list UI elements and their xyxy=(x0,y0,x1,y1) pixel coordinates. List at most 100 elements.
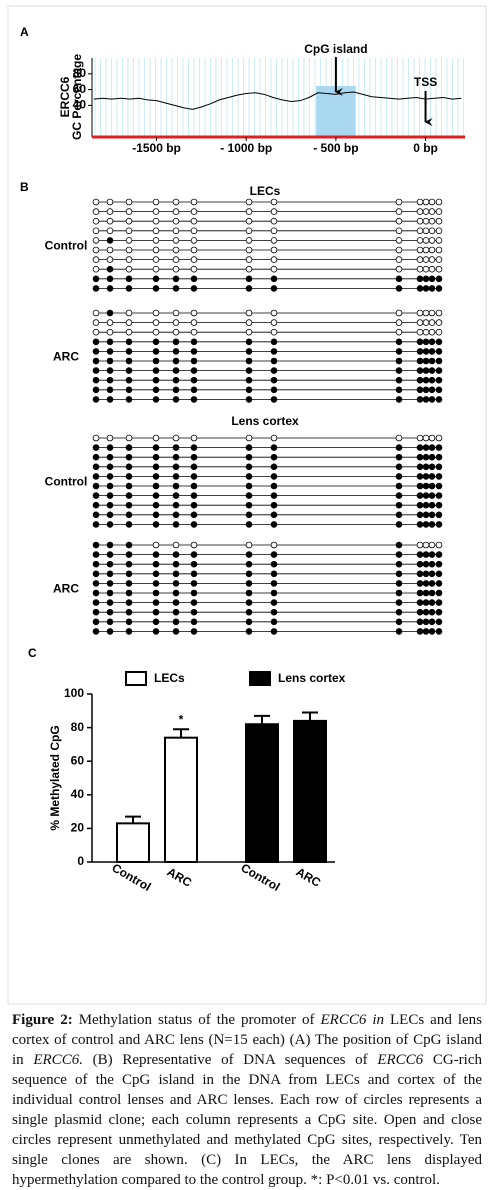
cpg-site xyxy=(422,376,430,384)
cpg-site xyxy=(92,599,100,606)
annotation: TSS xyxy=(414,75,437,89)
cpg-site xyxy=(152,560,160,568)
cpg-site xyxy=(190,376,198,384)
cpg-site xyxy=(422,473,430,480)
cpg-site xyxy=(190,570,198,578)
cpg-site xyxy=(428,541,436,549)
cpg-site xyxy=(422,319,430,326)
cpg-site xyxy=(428,386,436,394)
cpg-site xyxy=(172,198,180,206)
cpg-site xyxy=(125,551,133,558)
cpg-site xyxy=(416,541,424,549)
cpg-site xyxy=(92,501,100,509)
cpg-site xyxy=(106,285,114,292)
cpg-site xyxy=(245,275,253,283)
cpg-site xyxy=(106,256,114,263)
cpg-site xyxy=(395,580,403,587)
cpg-site xyxy=(422,482,430,490)
cpg-site xyxy=(245,348,253,355)
cpg-site xyxy=(245,599,253,606)
cpg-site xyxy=(152,599,160,606)
cpg-site xyxy=(106,482,114,490)
cpg-site xyxy=(422,386,430,394)
cpg-site xyxy=(416,285,424,292)
cpg-site xyxy=(270,589,278,597)
cpg-site xyxy=(152,217,160,225)
cpg-site xyxy=(172,599,180,606)
cpg-site xyxy=(152,501,160,509)
cpg-site xyxy=(395,628,403,635)
cpg-site xyxy=(422,570,430,578)
cpg-site xyxy=(92,473,100,480)
cpg-site xyxy=(435,453,443,461)
cpg-site xyxy=(106,589,114,597)
cpg-site xyxy=(422,501,430,509)
y-axis-title: ERCC6 xyxy=(58,76,72,117)
cpg-site xyxy=(395,444,403,451)
cpg-site xyxy=(190,453,198,461)
cpg-site xyxy=(428,309,436,317)
cpg-site xyxy=(172,570,180,578)
cpg-site xyxy=(270,511,278,519)
cpg-site xyxy=(395,319,403,326)
x-tick-label: -1500 bp xyxy=(132,141,181,155)
cpg-site xyxy=(395,511,403,519)
cpg-site xyxy=(92,444,100,451)
cpg-site xyxy=(125,275,133,283)
cpg-site xyxy=(125,501,133,509)
cpg-site xyxy=(172,357,180,365)
cpg-site xyxy=(435,599,443,606)
cpg-site xyxy=(92,541,100,549)
y-tick-label: 60 xyxy=(73,82,87,96)
x-tick-label: - 500 bp xyxy=(313,141,358,155)
cpg-site xyxy=(422,521,430,528)
cpg-site xyxy=(92,309,100,317)
cpg-site xyxy=(395,386,403,394)
cpg-site xyxy=(125,256,133,263)
cpg-site xyxy=(190,560,198,568)
cpg-site xyxy=(106,319,114,326)
cpg-site xyxy=(270,256,278,263)
cpg-site xyxy=(270,396,278,403)
cpg-site xyxy=(106,217,114,225)
cpg-site xyxy=(106,463,114,471)
cpg-site xyxy=(190,319,198,326)
cpg-site xyxy=(435,217,443,225)
cpg-site xyxy=(190,309,198,317)
cpg-site xyxy=(125,309,133,317)
cpg-site xyxy=(125,285,133,292)
cpg-site xyxy=(92,198,100,206)
cpg-site xyxy=(125,376,133,384)
cpg-site xyxy=(245,328,253,336)
cpg-site xyxy=(395,608,403,616)
cpg-site xyxy=(152,376,160,384)
cpg-site xyxy=(422,309,430,317)
cpg-site xyxy=(270,444,278,451)
cpg-site xyxy=(395,521,403,528)
cpg-site xyxy=(106,348,114,355)
cpg-site xyxy=(428,580,436,587)
cpg-site xyxy=(92,319,100,326)
cpg-site xyxy=(92,256,100,263)
cpg-site xyxy=(106,396,114,403)
error-bar xyxy=(125,815,141,824)
cpg-site xyxy=(106,246,114,254)
cpg-site xyxy=(435,396,443,403)
cpg-site xyxy=(152,208,160,215)
cpg-site xyxy=(270,386,278,394)
cpg-site xyxy=(245,285,253,292)
legend-label: LECs xyxy=(154,671,185,685)
cpg-site xyxy=(416,357,424,365)
cpg-site xyxy=(422,463,430,471)
cpg-site xyxy=(92,348,100,355)
cpg-site xyxy=(270,198,278,206)
cpg-site xyxy=(245,521,253,528)
cpg-site xyxy=(152,444,160,451)
cpg-site xyxy=(416,482,424,490)
cpg-site xyxy=(245,227,253,235)
caption-label: Figure 2: xyxy=(12,1012,73,1028)
cpg-site xyxy=(245,357,253,365)
cpg-island-region xyxy=(316,86,356,137)
cpg-site xyxy=(270,367,278,374)
cpg-site xyxy=(428,256,436,263)
